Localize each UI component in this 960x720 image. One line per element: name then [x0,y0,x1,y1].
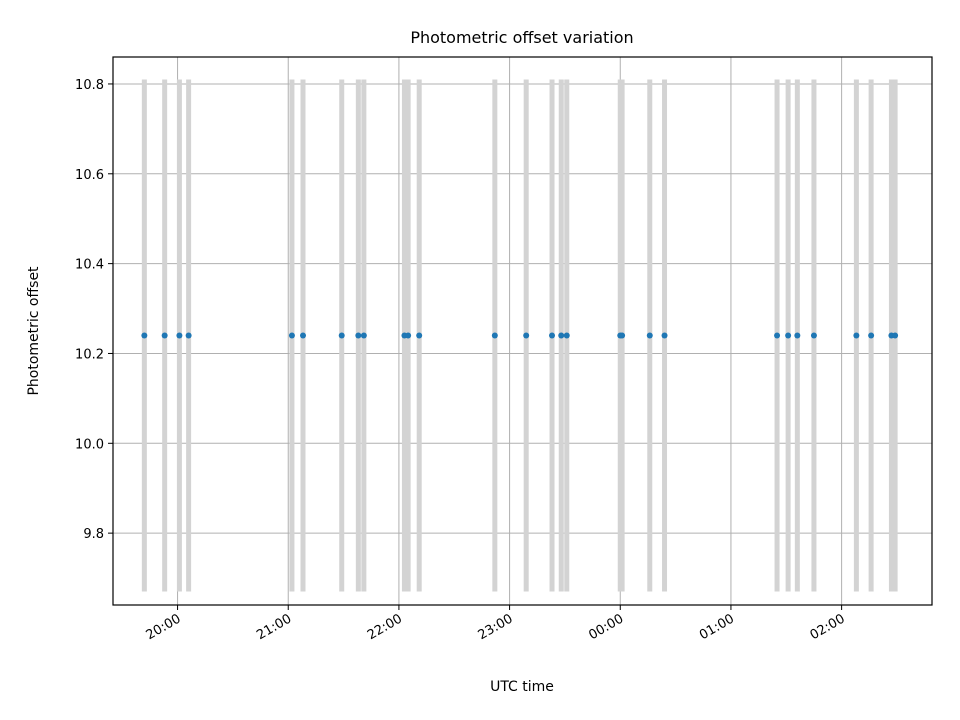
y-tick-label: 10.4 [75,258,104,273]
y-axis-label: Photometric offset [26,266,42,396]
y-tick-label: 10.2 [75,347,104,362]
data-point [141,332,148,339]
data-point [661,332,668,339]
data-point [563,332,570,339]
x-axis-label: UTC time [490,679,554,695]
data-point [853,332,860,339]
data-point [523,332,530,339]
data-point [868,332,875,339]
chart-title: Photometric offset variation [410,28,633,47]
data-point [355,332,362,339]
data-point [619,332,626,339]
data-point [774,332,781,339]
data-point [360,332,367,339]
data-points [141,332,899,339]
data-point [416,332,423,339]
data-point [288,332,295,339]
y-tick-label: 10.0 [75,437,104,452]
data-point [785,332,792,339]
data-point [810,332,817,339]
data-point [338,332,345,339]
y-ticks: 9.8 10.0 10.2 10.4 10.6 10.8 [75,78,113,542]
y-tick-label: 10.6 [75,168,104,183]
y-tick-label: 10.8 [75,78,104,93]
data-point [558,332,565,339]
data-point [176,332,183,339]
plot-frame [112,56,933,606]
data-point [794,332,801,339]
data-point [299,332,306,339]
data-point [549,332,556,339]
data-point [161,332,168,339]
data-point [405,332,412,339]
data-point [491,332,498,339]
data-point [646,332,653,339]
data-point [892,332,899,339]
y-tick-label: 9.8 [83,527,104,542]
data-point [185,332,192,339]
